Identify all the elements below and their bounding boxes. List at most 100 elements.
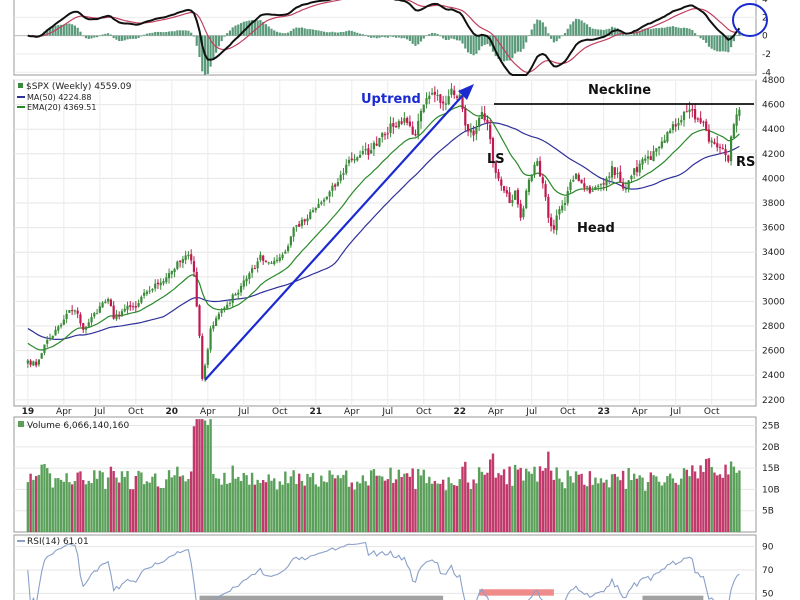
candle-body xyxy=(688,109,691,113)
macd-histogram-bar xyxy=(334,32,337,36)
candle-body xyxy=(478,117,481,128)
macd-histogram-bar xyxy=(300,27,304,36)
volume-bar xyxy=(580,473,583,532)
volume-bar xyxy=(206,424,210,532)
macd-histogram-bar xyxy=(718,35,722,52)
macd-histogram-bar xyxy=(109,34,113,36)
volume-bar xyxy=(644,490,647,532)
candle-body xyxy=(638,163,641,173)
candle-body xyxy=(561,205,564,211)
candle-body xyxy=(234,294,237,296)
volume-bar xyxy=(62,481,66,532)
candle-body xyxy=(644,158,647,161)
uptrend-line xyxy=(204,93,465,381)
volume-bar xyxy=(231,465,234,532)
macd-histogram-bar xyxy=(267,26,270,36)
candle-body xyxy=(646,156,650,159)
volume-bar xyxy=(464,461,467,532)
macd-histogram-bar xyxy=(500,35,503,61)
volume-bar xyxy=(32,479,35,532)
candle-body xyxy=(558,209,561,215)
candle-body xyxy=(588,186,591,193)
candle-body xyxy=(430,93,434,95)
candle-body xyxy=(505,190,508,194)
rsi-y-tick: 50 xyxy=(762,589,774,599)
volume-bar xyxy=(727,474,730,532)
macd-histogram-bar xyxy=(732,35,735,42)
volume-bar xyxy=(436,483,439,532)
candle-body xyxy=(455,96,459,98)
candle-body xyxy=(538,160,542,177)
volume-bar xyxy=(716,475,719,532)
macd-histogram-bar xyxy=(475,35,478,54)
volume-bar xyxy=(430,483,434,532)
candle-body xyxy=(140,296,143,303)
candle-body xyxy=(203,365,207,379)
volume-bar xyxy=(605,479,608,532)
macd-histogram-bar xyxy=(669,26,672,36)
macd-histogram-bar xyxy=(511,35,514,59)
volume-bar xyxy=(616,476,619,532)
volume-bar xyxy=(466,482,470,532)
candle-body xyxy=(137,303,140,307)
volume-bar xyxy=(422,469,425,532)
candle-body xyxy=(729,136,733,162)
candle-body xyxy=(143,292,146,296)
date-axis-label: Oct xyxy=(272,407,288,417)
macd-histogram-bar xyxy=(724,35,727,52)
candle-body xyxy=(705,121,708,131)
candle-body xyxy=(597,185,600,187)
candle-body xyxy=(408,121,412,126)
candle-body xyxy=(674,124,677,127)
volume-bar xyxy=(101,472,104,532)
volume-bar xyxy=(59,479,63,532)
volume-bar xyxy=(541,470,545,532)
candle-body xyxy=(361,151,364,154)
macd-histogram-bar xyxy=(447,35,450,40)
macd-y-tick: 4 xyxy=(762,0,768,5)
candle-body xyxy=(356,157,359,161)
candle-body xyxy=(311,210,315,212)
candle-body xyxy=(627,180,630,189)
macd-histogram-bar xyxy=(87,35,90,39)
head-label: Head xyxy=(577,221,615,236)
candle-body xyxy=(541,177,544,184)
volume-bar xyxy=(458,479,461,532)
volume-bar xyxy=(328,470,331,532)
volume-bar xyxy=(189,471,193,532)
price-y-tick: 3200 xyxy=(762,273,785,283)
candle-body xyxy=(599,184,603,186)
candle-body xyxy=(145,291,148,294)
volume-bar xyxy=(572,482,575,532)
volume-bar xyxy=(84,484,88,532)
candle-body xyxy=(156,282,160,285)
volume-bar xyxy=(358,483,362,532)
volume-bar xyxy=(558,478,561,532)
candle-body xyxy=(527,179,531,192)
volume-bar xyxy=(729,461,733,532)
volume-bar xyxy=(54,478,57,532)
macd-histogram-bar xyxy=(436,33,439,36)
volume-bar xyxy=(538,466,542,532)
macd-histogram-bar xyxy=(525,35,528,43)
volume-bar xyxy=(350,482,353,532)
macd-histogram-bar xyxy=(713,35,716,51)
volume-bar xyxy=(677,484,680,532)
candle-body xyxy=(663,140,666,143)
candle-body xyxy=(630,175,633,180)
candle-body xyxy=(120,311,124,316)
candle-body xyxy=(533,164,536,175)
volume-bar xyxy=(428,476,431,532)
candle-body xyxy=(259,254,262,261)
date-axis-label: Jul xyxy=(93,407,105,417)
candle-body xyxy=(544,184,547,198)
macd-histogram-bar xyxy=(705,35,708,43)
candle-body xyxy=(223,307,226,310)
macd-histogram-bar xyxy=(278,32,281,36)
candle-body xyxy=(300,219,304,226)
macd-histogram-bar xyxy=(691,29,694,36)
candle-body xyxy=(657,146,661,149)
candle-body xyxy=(342,173,345,175)
candle-body xyxy=(536,161,539,166)
macd-histogram-bar xyxy=(118,35,121,42)
